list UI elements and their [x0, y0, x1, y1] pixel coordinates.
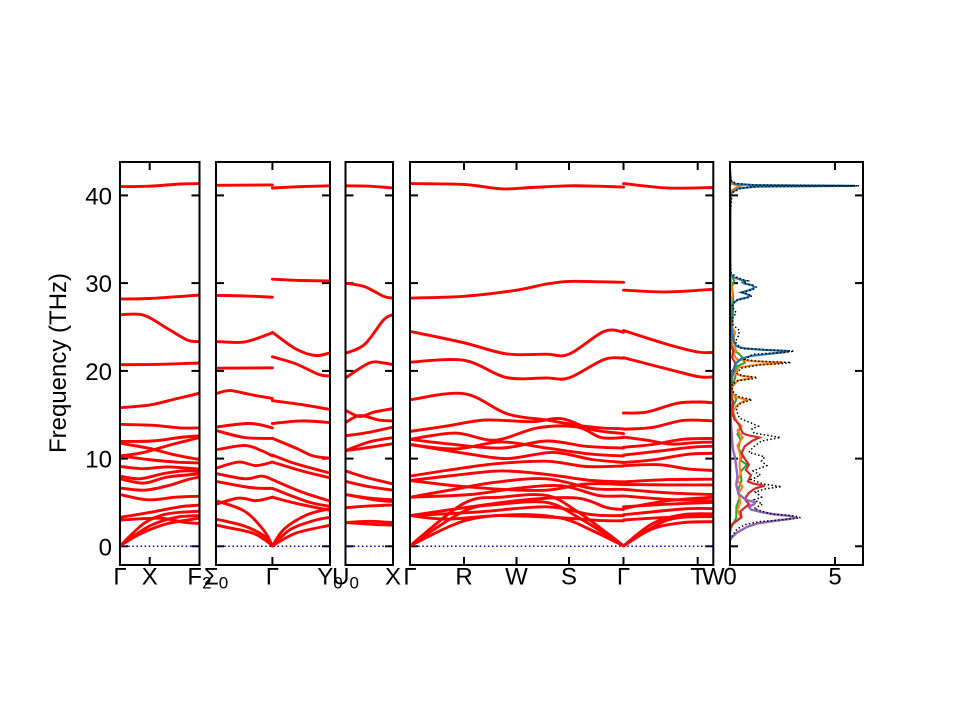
svg-text:40: 40: [85, 183, 112, 210]
svg-text:Frequency (THz): Frequency (THz): [45, 273, 72, 453]
svg-text:Γ: Γ: [113, 564, 126, 591]
svg-text:X: X: [142, 564, 158, 591]
svg-text:W: W: [505, 564, 528, 591]
svg-text:10: 10: [85, 447, 112, 474]
svg-text:5: 5: [828, 564, 841, 591]
svg-text:Γ: Γ: [617, 564, 630, 591]
svg-text:0: 0: [99, 534, 112, 561]
svg-text:S: S: [561, 564, 577, 591]
svg-text:0: 0: [723, 564, 736, 591]
svg-text:X: X: [385, 564, 401, 591]
svg-text:Γ: Γ: [266, 564, 279, 591]
svg-text:T: T: [690, 564, 705, 591]
svg-text:20: 20: [85, 359, 112, 386]
svg-text:W: W: [702, 564, 725, 591]
svg-text:Γ: Γ: [403, 564, 416, 591]
svg-text:30: 30: [85, 271, 112, 298]
svg-text:R: R: [455, 564, 472, 591]
